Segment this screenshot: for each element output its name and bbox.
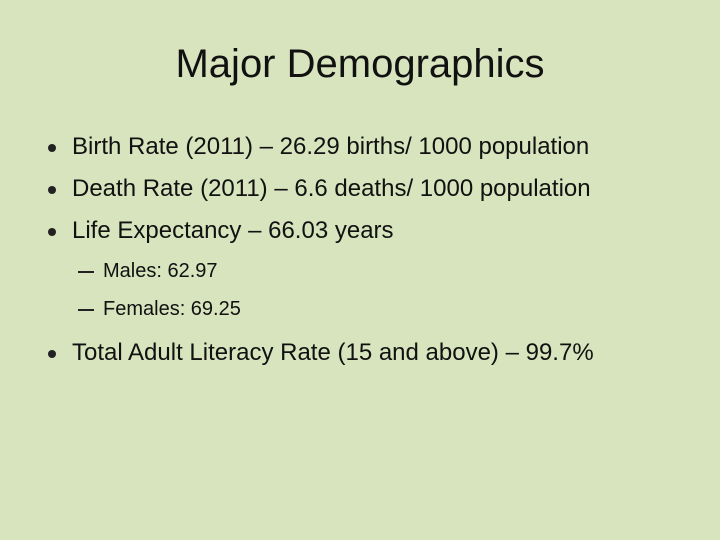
bullet-text: Total Adult Literacy Rate (15 and above)… — [72, 339, 594, 366]
sub-text: Males: 62.97 — [103, 260, 218, 282]
sub-item: Females: 69.25 — [46, 296, 606, 322]
slide-title: Major Demographics — [175, 42, 545, 86]
sub-text: Females: 69.25 — [103, 298, 241, 320]
sub-list: Males: 62.97 Females: 69.25 — [46, 258, 606, 322]
bullet-item: Total Adult Literacy Rate (15 and above)… — [46, 338, 606, 368]
bullet-list: Birth Rate (2011) – 26.29 births/ 1000 p… — [46, 132, 606, 380]
bullet-marker — [48, 350, 56, 358]
sub-item: Males: 62.97 — [46, 258, 606, 284]
bullet-item: Life Expectancy – 66.03 years — [46, 216, 606, 246]
bullet-text: Death Rate (2011) – 6.6 deaths/ 1000 pop… — [72, 175, 591, 202]
bullet-text: Life Expectancy – 66.03 years — [72, 217, 394, 244]
bullet-marker — [48, 144, 56, 152]
sub-marker — [78, 271, 94, 273]
bullet-item: Death Rate (2011) – 6.6 deaths/ 1000 pop… — [46, 174, 606, 204]
bullet-marker — [48, 228, 56, 236]
sub-marker — [78, 309, 94, 311]
bullet-text: Birth Rate (2011) – 26.29 births/ 1000 p… — [72, 133, 590, 160]
bullet-item: Birth Rate (2011) – 26.29 births/ 1000 p… — [46, 132, 606, 162]
bullet-marker — [48, 186, 56, 194]
